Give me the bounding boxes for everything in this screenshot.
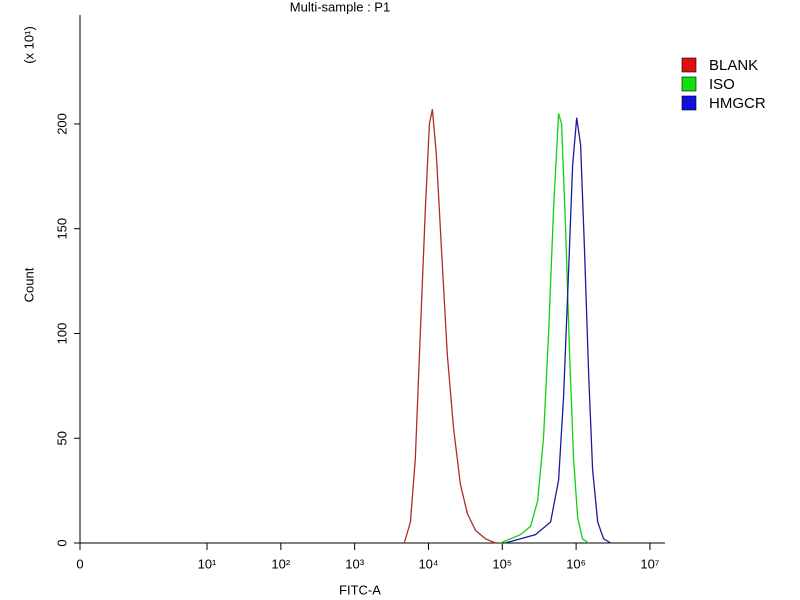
legend-swatch (681, 57, 697, 73)
x-tick-label: 10² (271, 556, 290, 571)
y-tick-label: 50 (54, 431, 69, 445)
series-line (500, 113, 590, 544)
x-tick-label: 10⁷ (640, 556, 659, 571)
x-tick-label: 10¹ (198, 556, 217, 571)
legend-swatch (681, 76, 697, 92)
x-tick-label: 10⁶ (566, 556, 586, 571)
y-tick-label: 200 (54, 113, 69, 135)
legend-swatch (681, 95, 697, 111)
x-tick-label: 10⁵ (492, 556, 512, 571)
x-tick-label: 10³ (345, 556, 364, 571)
y-tick-label: 150 (54, 218, 69, 240)
legend-label: HMGCR (709, 95, 766, 112)
x-tick-label: 0 (76, 556, 83, 571)
y-axis-label: Count (21, 267, 36, 302)
x-axis-label: FITC-A (339, 582, 381, 597)
y-tick-label: 100 (54, 323, 69, 345)
legend-label: ISO (709, 76, 735, 93)
series-line (505, 117, 612, 544)
chart-title: Multi-sample : P1 (290, 0, 390, 14)
series-line (403, 109, 496, 544)
y-multiplier: (x 10¹) (21, 26, 36, 64)
legend-label: BLANK (709, 57, 758, 74)
x-tick-label: 10⁴ (418, 556, 438, 571)
y-tick-label: 0 (54, 539, 69, 546)
